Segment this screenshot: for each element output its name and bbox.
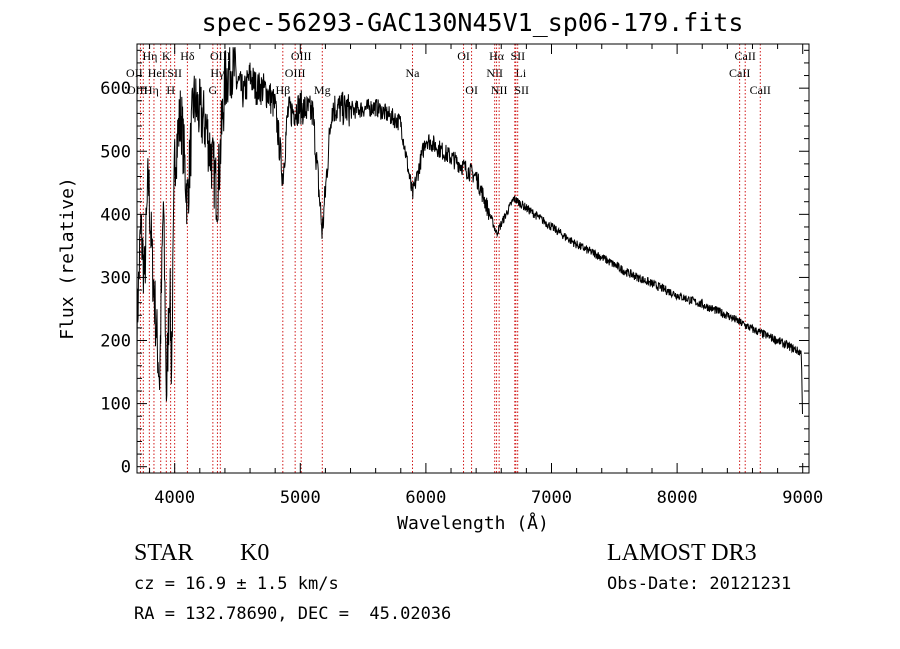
line-marker-label: OI <box>465 83 478 97</box>
line-marker-label: Li <box>515 66 526 80</box>
survey-label: LAMOST DR3 <box>607 540 757 566</box>
line-marker-label: SII <box>167 66 182 80</box>
y-axis-label: Flux (relative) <box>57 177 78 340</box>
line-marker-label: Hα <box>489 49 505 63</box>
object-subclass: K0 <box>240 540 270 566</box>
x-tick-label: 6000 <box>405 488 446 508</box>
y-tick-label: 100 <box>100 395 131 415</box>
line-marker-label: OIII <box>291 49 312 63</box>
object-class: STAR <box>134 540 194 566</box>
line-marker-label: NII <box>486 66 503 80</box>
line-marker-label: Hγ <box>210 66 225 80</box>
line-marker-label: CaII <box>735 49 756 63</box>
line-marker-label: Hη <box>142 49 157 63</box>
line-marker-label: NII <box>491 83 508 97</box>
coordinates-label: RA = 132.78690, DEC = 45.02036 <box>134 604 452 624</box>
line-marker-label: Na <box>405 66 420 80</box>
line-marker-label: CaII <box>729 66 750 80</box>
line-marker-label: Hδ <box>180 49 195 63</box>
line-marker-label: OI <box>457 49 470 63</box>
line-marker-label: K <box>162 49 171 63</box>
line-marker-label: HeI <box>148 66 166 80</box>
line-marker-label: H <box>166 83 175 97</box>
line-marker-label: OIII <box>210 49 231 63</box>
chart-title: spec-56293-GAC130N45V1_sp06-179.fits <box>201 8 744 37</box>
x-tick-label: 5000 <box>280 488 321 508</box>
line-marker-label: CaII <box>750 83 771 97</box>
line-marker-label: G <box>209 83 218 97</box>
x-tick-label: 7000 <box>531 488 572 508</box>
y-tick-label: 0 <box>121 458 131 478</box>
y-tick-label: 200 <box>100 332 131 352</box>
line-marker-label: Hη <box>144 83 159 97</box>
line-marker-label: OIII <box>285 66 306 80</box>
obs-date-label: Obs-Date: 20121231 <box>607 574 792 594</box>
redshift-label: cz = 16.9 ± 1.5 km/s <box>134 574 339 594</box>
line-marker-label: Mg <box>314 83 331 97</box>
y-tick-label: 600 <box>100 79 131 99</box>
line-marker-label: SII <box>514 83 529 97</box>
x-tick-label: 8000 <box>657 488 698 508</box>
y-tick-label: 500 <box>100 142 131 162</box>
y-tick-label: 300 <box>100 268 131 288</box>
y-tick-label: 400 <box>100 205 131 225</box>
line-marker-label: OII <box>126 66 143 80</box>
spectrum-line <box>136 47 803 415</box>
x-tick-label: 4000 <box>154 488 195 508</box>
x-tick-label: 9000 <box>782 488 823 508</box>
line-marker-label: Hβ <box>275 83 290 97</box>
plot-frame <box>136 43 810 474</box>
x-axis-label: Wavelength (Å) <box>397 512 549 534</box>
